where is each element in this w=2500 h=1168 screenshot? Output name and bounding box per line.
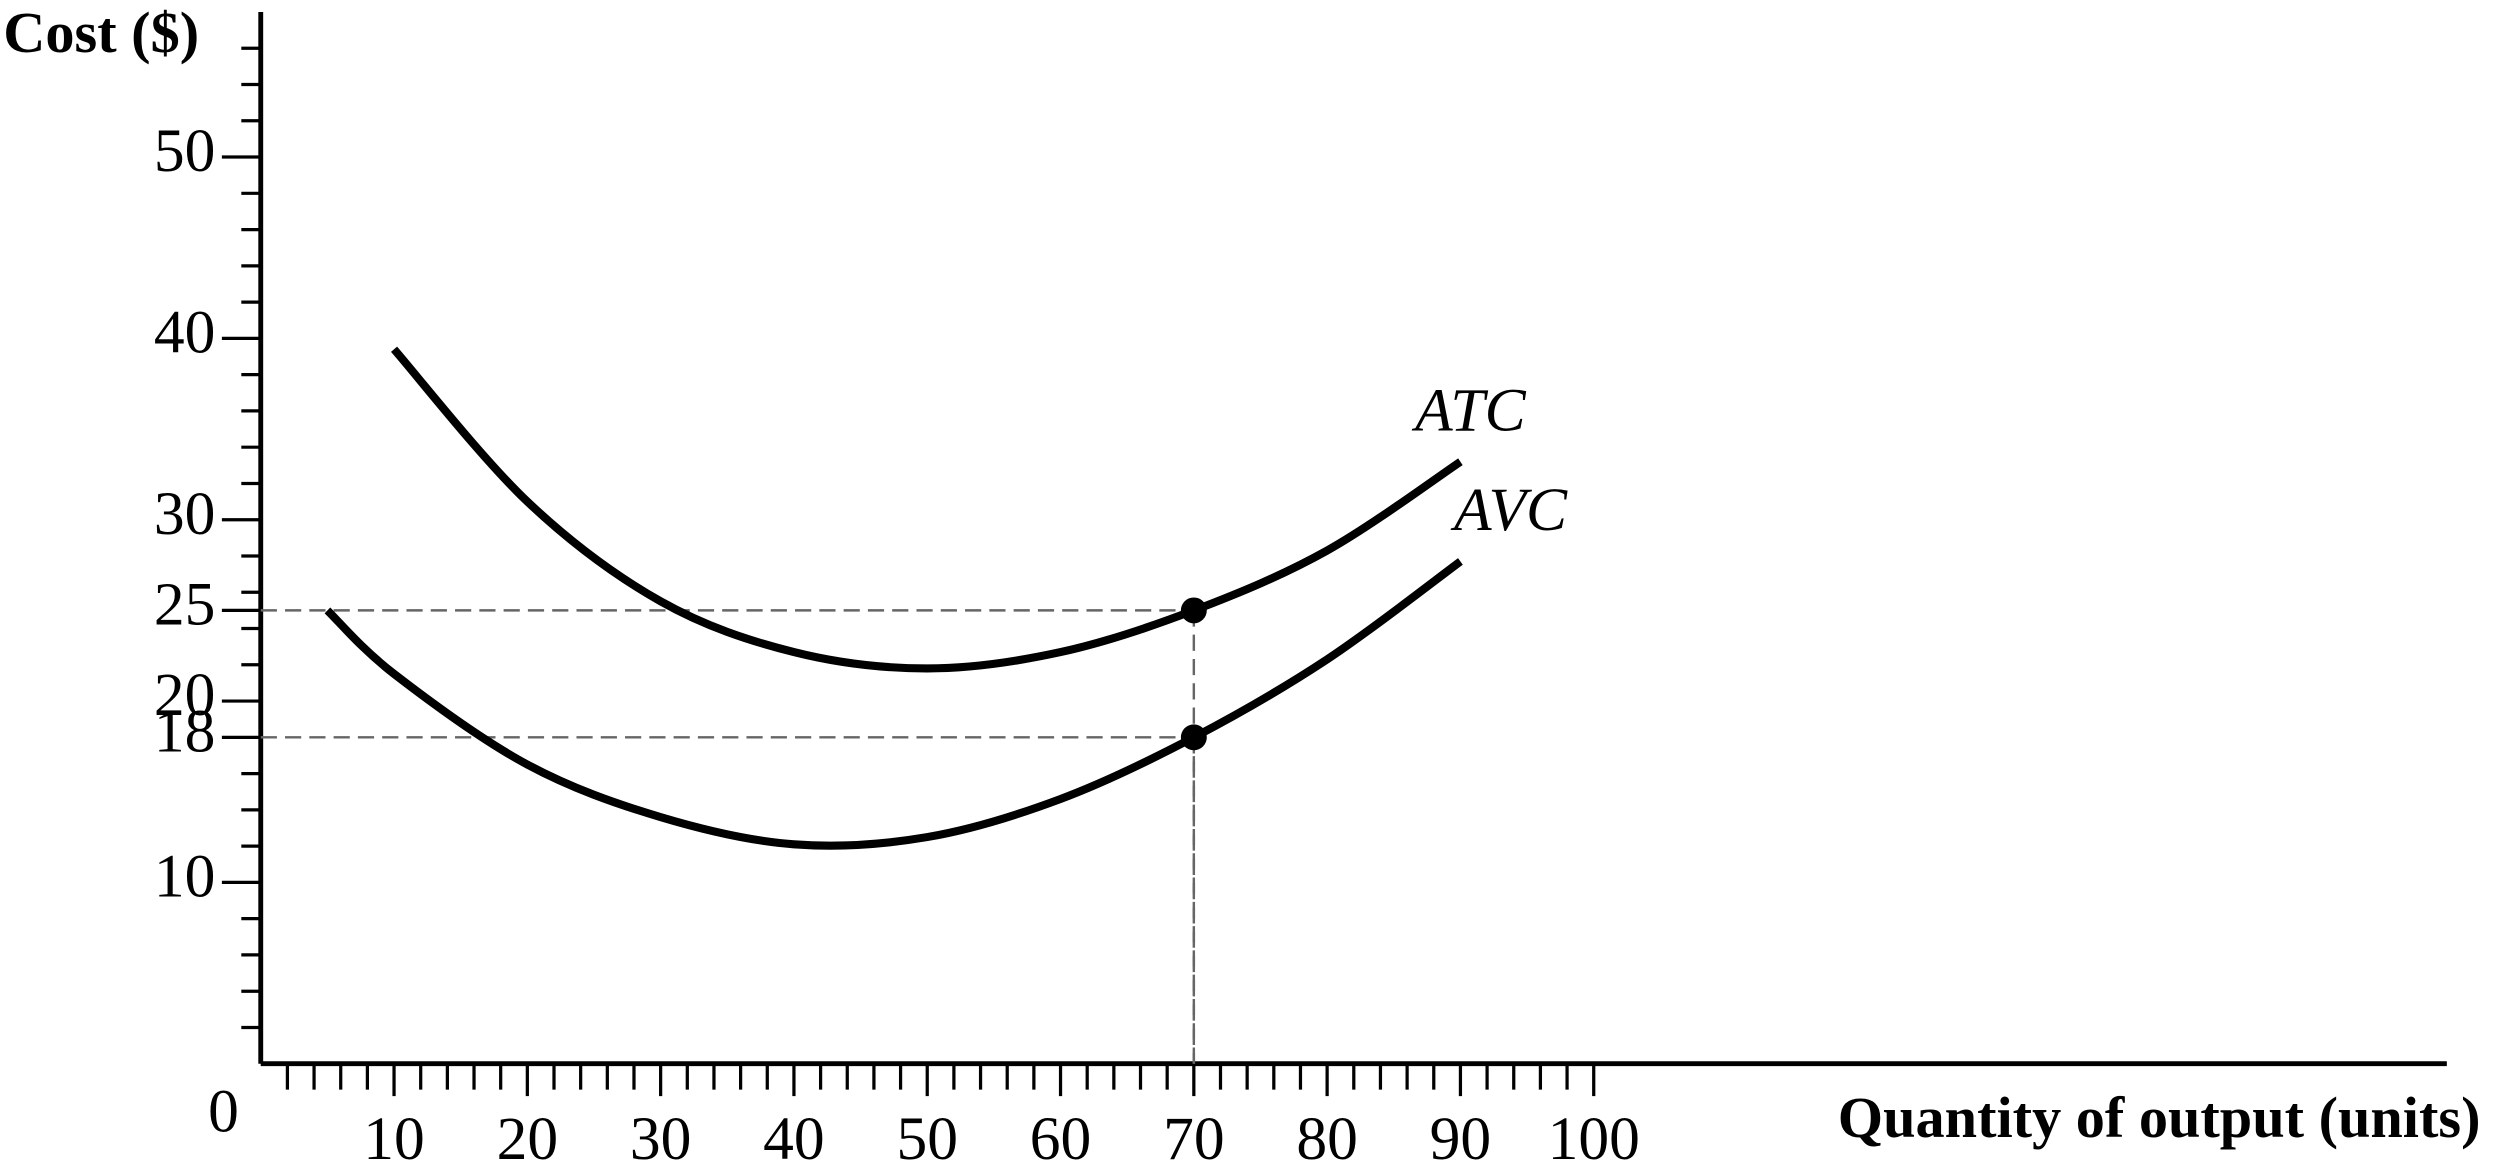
y-tick-label: 10 (154, 843, 216, 911)
x-tick-label: 20 (497, 1105, 559, 1168)
x-tick-label: 70 (1163, 1105, 1225, 1168)
curve (324, 558, 1463, 850)
series-label: ATC (1411, 376, 1527, 444)
point (1180, 597, 1207, 624)
x-tick-label: 40 (763, 1105, 825, 1168)
y-axis-label: Cost ($) (3, 0, 199, 65)
x-tick-label: 50 (896, 1105, 958, 1168)
point (1180, 724, 1207, 751)
x-tick-label: 100 (1548, 1105, 1640, 1168)
y-tick-label: 18 (154, 697, 216, 765)
x-tick-label: 60 (1030, 1105, 1092, 1168)
curve (390, 346, 1463, 673)
y-tick-label: 50 (154, 117, 216, 185)
y-tick-label: 40 (154, 299, 216, 367)
origin-label: 0 (208, 1077, 239, 1145)
y-tick-label: 30 (154, 480, 216, 548)
y-tick-label: 25 (154, 571, 216, 639)
x-tick-label: 10 (363, 1105, 425, 1168)
x-tick-label: 30 (630, 1105, 692, 1168)
x-axis-label: Quantity of output (units) (1838, 1085, 2481, 1150)
x-tick-label: 90 (1430, 1105, 1492, 1168)
x-tick-label: 80 (1296, 1105, 1358, 1168)
y-tick-label: 20 (154, 661, 216, 729)
series-label: AVC (1450, 476, 1568, 544)
